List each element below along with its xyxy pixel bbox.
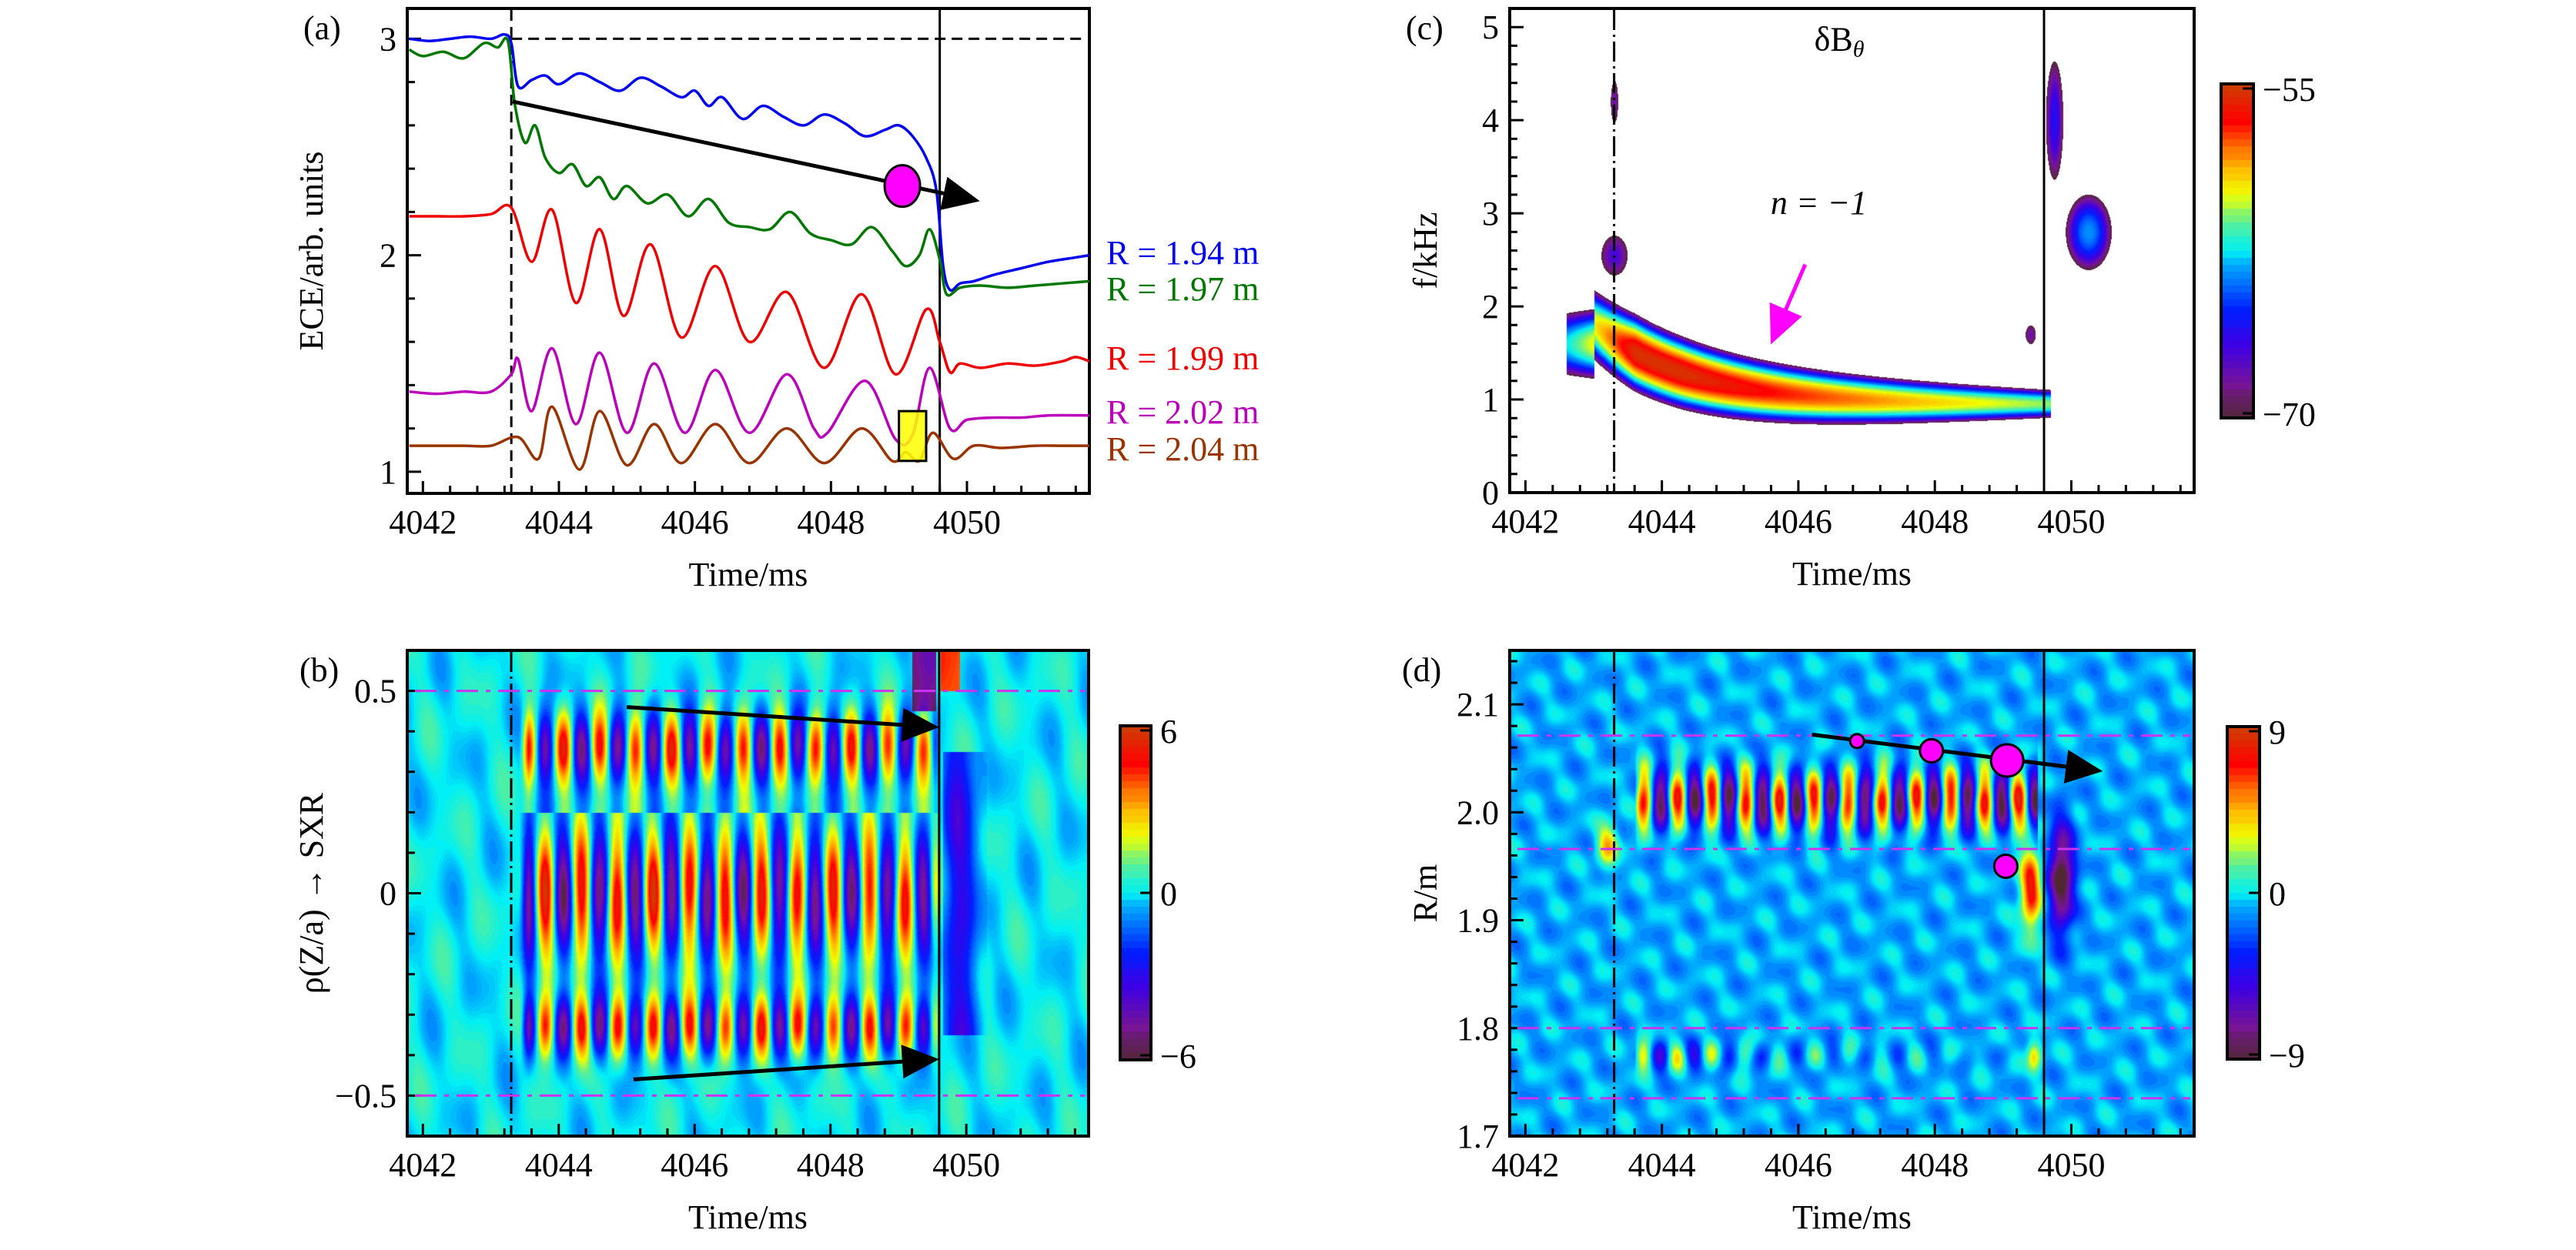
title-subscript: θ bbox=[1853, 36, 1865, 62]
x-tick-label: 4046 bbox=[1765, 1146, 1832, 1184]
panel-label: (b) bbox=[299, 651, 339, 689]
x-tick-label: 4048 bbox=[797, 503, 865, 541]
x-tick-label: 4044 bbox=[1628, 503, 1696, 540]
ece-series-line bbox=[409, 405, 1089, 471]
y-tick-label: 1 bbox=[1482, 381, 1499, 419]
x-tick-label: 4050 bbox=[2037, 1146, 2105, 1184]
y-axis-label: ρ(Z/a) → SXR bbox=[293, 792, 330, 994]
y-tick-label: 0.5 bbox=[354, 673, 396, 710]
panel-label: (a) bbox=[303, 9, 341, 47]
propagation-arrow-shaft bbox=[633, 1059, 903, 1081]
x-tick-label: 4048 bbox=[1901, 503, 1969, 540]
trend-arrow-head bbox=[940, 176, 980, 210]
y-axis-label: ECE/arb. units bbox=[293, 151, 330, 350]
y-tick-label: 2.1 bbox=[1457, 686, 1499, 724]
island-marker bbox=[1992, 853, 2019, 879]
heatmap-c bbox=[1510, 8, 2194, 493]
y-tick-label: 0 bbox=[380, 875, 396, 913]
ece-series-line bbox=[408, 36, 1090, 297]
y-tick-label: 1.9 bbox=[1457, 902, 1499, 940]
panel-d: 4042 4044 4046 4048 4050 1.7 1.8 1.9 2.0 2.1 Time/… bbox=[1402, 649, 2305, 1236]
ellipse-marker bbox=[883, 164, 922, 209]
y-axis-label: f/kHz bbox=[1407, 212, 1444, 289]
x-tick-label: 4042 bbox=[389, 503, 457, 541]
x-tick-label: 4050 bbox=[933, 503, 1001, 541]
x-tick-label: 4050 bbox=[932, 1146, 1000, 1184]
x-tick-label: 4044 bbox=[1628, 1146, 1696, 1184]
y-axis-label: R/m bbox=[1407, 864, 1444, 923]
y-tick-label: −0.5 bbox=[335, 1077, 396, 1115]
x-tick-label: 4044 bbox=[525, 503, 593, 541]
plot-frame bbox=[1508, 649, 2196, 1138]
x-tick-label: 4046 bbox=[661, 503, 729, 541]
ece-series-line bbox=[409, 346, 1090, 446]
island-marker bbox=[1989, 743, 2025, 778]
propagation-arrow-head bbox=[901, 707, 939, 742]
y-tick-label: 2 bbox=[380, 237, 396, 275]
y-tick-label: 5 bbox=[1482, 8, 1499, 46]
plot-frame bbox=[1508, 7, 2196, 494]
legend-entry: R = 1.94 m bbox=[1106, 234, 1259, 272]
heatmap-b bbox=[407, 650, 1089, 1136]
y-tick-label: 1 bbox=[380, 453, 396, 491]
x-tick-label: 4046 bbox=[1765, 503, 1832, 540]
x-axis-label: Time/ms bbox=[688, 1198, 808, 1236]
colorbar-tick-label: 6 bbox=[1160, 713, 1177, 750]
x-tick-label: 4042 bbox=[1491, 503, 1559, 540]
trend-arrow-shaft bbox=[512, 99, 945, 196]
y-tick-label: 3 bbox=[380, 20, 396, 58]
legend-entry: R = 1.97 m bbox=[1106, 270, 1259, 308]
x-axis-label: Time/ms bbox=[689, 556, 808, 593]
colorbar-tick-label: −9 bbox=[2269, 1037, 2305, 1075]
island-marker bbox=[1848, 733, 1865, 750]
highlight-box bbox=[898, 409, 928, 463]
island-arrow-head bbox=[2063, 750, 2103, 784]
y-tick-label: 2 bbox=[1482, 288, 1499, 326]
x-tick-label: 4048 bbox=[1901, 1146, 1969, 1184]
mode-number-label: n = −1 bbox=[1771, 184, 1867, 222]
legend-entry: R = 2.02 m bbox=[1106, 393, 1259, 431]
colorbar-tick-label: −6 bbox=[1160, 1038, 1196, 1075]
propagation-arrow-head bbox=[901, 1044, 939, 1079]
ece-series-line bbox=[409, 203, 1090, 376]
colorbar-tick-label: 9 bbox=[2269, 714, 2286, 751]
x-axis-label: Time/ms bbox=[1792, 1198, 1912, 1236]
plot-frame bbox=[406, 649, 1090, 1138]
colorbar-tick-label: 0 bbox=[2269, 875, 2286, 913]
x-axis-label: Time/ms bbox=[1792, 555, 1912, 593]
mode-arrow-shaft bbox=[1784, 263, 1808, 311]
y-tick-label: 3 bbox=[1482, 195, 1499, 232]
colorbar-frame bbox=[2220, 82, 2255, 419]
panel-c: 4042 4044 4046 4048 4050 0 1 2 3 4 5 Time/ms f/kHz (c… bbox=[1406, 7, 2316, 593]
propagation-arrow-shaft bbox=[626, 705, 903, 727]
panel-label: (d) bbox=[1402, 651, 1441, 689]
x-tick-label: 4050 bbox=[2037, 503, 2105, 540]
island-marker bbox=[1919, 737, 1945, 764]
colorbar-tick-label: −55 bbox=[2263, 71, 2316, 109]
x-tick-label: 4048 bbox=[797, 1146, 865, 1184]
colorbar-tick-label: 0 bbox=[1160, 875, 1177, 913]
plot-frame bbox=[406, 7, 1091, 495]
ece-series-line bbox=[409, 32, 1090, 292]
panel-a: 4042 4044 4046 4048 4050 1 2 3 Time/ms ECE/arb. u… bbox=[293, 7, 1259, 593]
y-tick-label: 4 bbox=[1482, 102, 1499, 139]
legend-entry: R = 1.99 m bbox=[1106, 339, 1259, 377]
y-tick-label: 1.7 bbox=[1457, 1118, 1499, 1155]
x-tick-label: 4042 bbox=[389, 1146, 457, 1184]
plot-title: δBθ bbox=[1815, 20, 1865, 62]
y-tick-label: 1.8 bbox=[1457, 1010, 1499, 1048]
colorbar-c bbox=[2221, 84, 2253, 418]
colorbar-tick-label: −70 bbox=[2263, 396, 2316, 433]
mode-arrow-head bbox=[1769, 302, 1802, 345]
heatmap-d bbox=[1510, 650, 2194, 1136]
panel-b: 4042 4044 4046 4048 4050 −0.5 0 0.5 Time/ms ρ(Z/a… bbox=[293, 649, 1196, 1236]
x-tick-label: 4044 bbox=[525, 1146, 593, 1184]
panel-label: (c) bbox=[1406, 9, 1444, 47]
y-tick-label: 2.0 bbox=[1457, 794, 1499, 831]
x-tick-label: 4042 bbox=[1491, 1146, 1559, 1184]
legend-entry: R = 2.04 m bbox=[1106, 430, 1259, 468]
x-tick-label: 4046 bbox=[661, 1146, 728, 1184]
y-tick-label: 0 bbox=[1482, 474, 1499, 512]
